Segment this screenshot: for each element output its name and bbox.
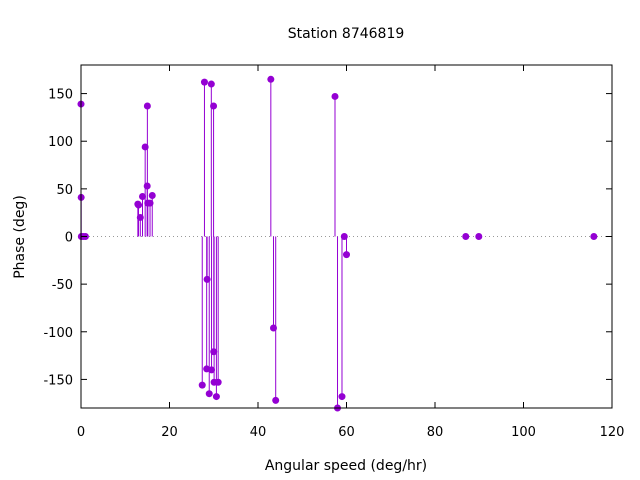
y-tick-label: -50 [52, 278, 73, 293]
x-tick-label: 40 [250, 425, 267, 440]
data-point [139, 192, 147, 200]
data-point [207, 80, 215, 88]
data-point [198, 381, 206, 389]
data-point [212, 393, 220, 401]
y-tick-label: 100 [48, 135, 73, 150]
data-point [269, 324, 277, 332]
y-tick-label: -100 [43, 326, 73, 341]
data-point [203, 275, 211, 283]
x-axis-label: Angular speed (deg/hr) [265, 458, 427, 474]
chart-title: Station 8746819 [288, 26, 405, 42]
data-point [462, 233, 470, 240]
y-tick-label: 150 [48, 88, 73, 103]
y-tick-label: -150 [43, 373, 73, 388]
x-tick-label: 80 [427, 425, 444, 440]
data-point [590, 233, 598, 240]
data-point [143, 182, 151, 190]
data-point [205, 390, 213, 398]
data-point [136, 213, 144, 221]
data-point [200, 78, 208, 86]
data-point [343, 251, 350, 259]
x-tick-label: 20 [161, 425, 178, 440]
data-point [210, 102, 218, 110]
data-point [340, 233, 348, 240]
tick-layer: 0 20 40 60 80 100 120 -150 -100 -50 0 50 100 150 [43, 65, 624, 440]
y-tick-label: 50 [56, 183, 73, 198]
x-tick-label: 120 [600, 425, 625, 440]
data-point [267, 75, 275, 83]
x-tick-label: 100 [511, 425, 536, 440]
data-point [143, 102, 151, 110]
data-point [338, 393, 346, 401]
data-point [272, 396, 280, 404]
plot-frame [80, 64, 613, 409]
y-tick-label: 0 [65, 231, 73, 246]
x-tick-label: 0 [77, 425, 85, 440]
data-point [210, 348, 218, 356]
data-point [208, 366, 216, 374]
data-point [148, 192, 156, 200]
data-point [146, 199, 154, 207]
data-point [141, 143, 149, 151]
data-point [331, 92, 339, 100]
data-point [214, 378, 222, 386]
data-point [475, 233, 483, 240]
data-point [135, 201, 143, 209]
y-axis-label: Phase (deg) [12, 195, 28, 279]
x-tick-label: 60 [338, 425, 355, 440]
